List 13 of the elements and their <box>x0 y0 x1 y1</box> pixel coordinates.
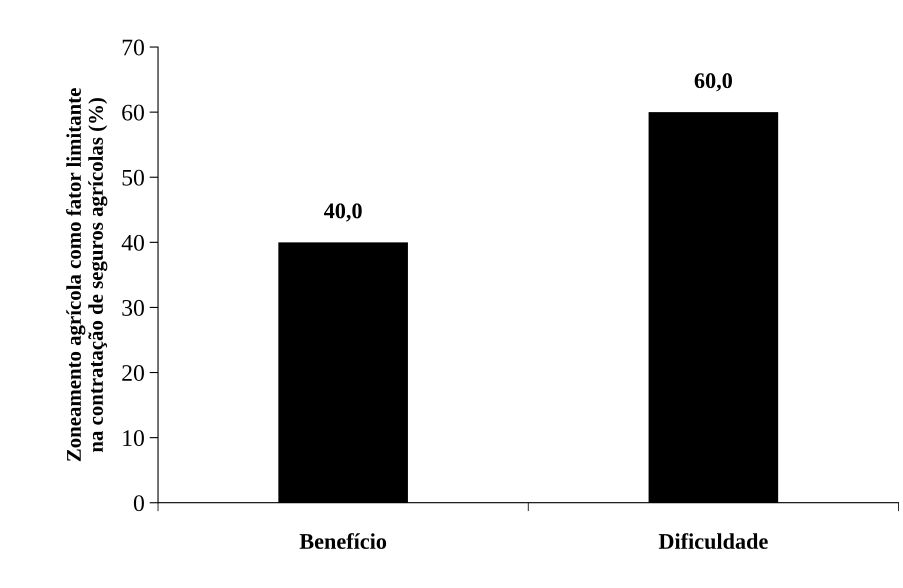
y-tick-label: 70 <box>122 40 144 56</box>
y-tick-label: 20 <box>122 365 144 381</box>
y-tick-label: 40 <box>122 234 144 251</box>
y-tick-label: 10 <box>123 430 144 446</box>
y-axis-title: Zoneamento agrícola como fator limitante na contratação de seguros agrícolas (%) <box>66 88 108 462</box>
x-tick-label: Dificuldade <box>658 533 768 549</box>
x-tick-label: Benefício <box>300 533 386 549</box>
y-tick-label: 60 <box>122 104 144 121</box>
data-label: 40,0 <box>324 203 362 222</box>
y-tick-label: 50 <box>122 170 144 186</box>
data-label: 60,0 <box>694 73 732 92</box>
y-tick-label: 0 <box>134 495 144 512</box>
y-tick-label: 30 <box>122 300 144 316</box>
